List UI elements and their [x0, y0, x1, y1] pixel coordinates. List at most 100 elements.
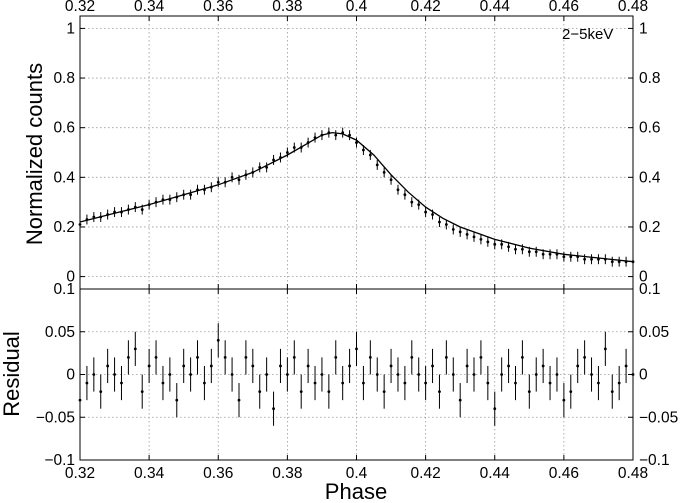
x-tick-label-top-0: 0.32 [65, 0, 95, 15]
bottom-data-point [396, 373, 400, 376]
bottom-data-point [362, 381, 365, 385]
x-tick-label-bottom-3: 0.38 [272, 465, 302, 482]
bottom-data-point [113, 373, 116, 376]
bottom-data-point [355, 347, 358, 351]
bottom-data-point [230, 373, 234, 376]
top-data-point [527, 250, 531, 254]
top-data-point [472, 235, 476, 239]
top-y-tick-label-left-5: 1 [66, 20, 75, 37]
bottom-y-tick-label-right-3: 0.05 [639, 324, 669, 341]
bottom-y-tick-label-left-4: 0.1 [53, 281, 75, 298]
top-data-point [500, 242, 504, 246]
top-data-point [417, 203, 421, 207]
top-data-point [562, 255, 566, 259]
top-data-point [493, 242, 497, 246]
bottom-y-tick-label-right-2: 0 [639, 367, 648, 384]
bottom-data-point [168, 373, 172, 376]
top-data-point [514, 247, 517, 251]
top-data-point [403, 193, 407, 197]
top-data-point [486, 240, 490, 244]
y-axis-label-top: Normalized counts [22, 63, 47, 245]
x-tick-label-bottom-4: 0.4 [346, 465, 368, 482]
bottom-data-point [548, 381, 552, 385]
bottom-data-point [251, 364, 255, 368]
bottom-data-point [299, 390, 303, 393]
bottom-data-point [410, 356, 414, 359]
bottom-data-point [590, 373, 593, 376]
top-data-point [458, 230, 462, 234]
top-data-point [389, 178, 393, 182]
bottom-data-point [541, 364, 545, 368]
top-data-point [230, 175, 234, 179]
bottom-data-point [175, 398, 179, 402]
x-axis-label: Phase [325, 479, 387, 503]
bottom-data-point [334, 356, 338, 359]
bottom-y-tick-label-left-1: −0.05 [36, 409, 75, 426]
top-data-point [569, 255, 573, 259]
bottom-data-point [375, 373, 379, 376]
top-model-curve [79, 131, 634, 263]
bottom-data-point [272, 407, 275, 411]
top-data-point [465, 233, 469, 236]
bottom-data-point [348, 364, 351, 368]
bottom-data-point [403, 381, 407, 385]
top-data-point [396, 188, 400, 192]
bottom-data-point [569, 390, 573, 393]
bottom-data-point [500, 373, 504, 376]
top-data-point [521, 247, 524, 251]
x-tick-label-top-3: 0.38 [272, 0, 302, 15]
bottom-data-point [465, 364, 469, 368]
bottom-data-point [514, 381, 517, 385]
top-panel-ticks: 0.32 0.34 0.36 0.38 0.4 0.42 0.44 0.46 0.48 0 0 0.2… [53, 0, 661, 289]
bottom-data-point [479, 356, 483, 359]
top-data-point [610, 260, 614, 264]
bottom-data-point [285, 373, 289, 376]
x-tick-label-top-2: 0.36 [203, 0, 233, 15]
bottom-data-point [106, 364, 110, 368]
bottom-data-point [597, 381, 600, 385]
top-y-tick-label-left-0: 0 [66, 269, 75, 286]
x-tick-label-bottom-7: 0.46 [549, 465, 579, 482]
bottom-data-point [292, 356, 296, 359]
x-tick-label-bottom-2: 0.36 [203, 465, 233, 482]
bottom-data-point [189, 373, 193, 376]
top-y-tick-label-left-1: 0.2 [53, 219, 75, 236]
bottom-data-point [99, 390, 103, 393]
x-tick-label-bottom-0: 0.32 [65, 465, 95, 482]
bottom-data-point [258, 390, 262, 393]
bottom-data-point [562, 398, 566, 402]
bottom-data-point [85, 381, 89, 385]
bottom-data-point [368, 356, 372, 359]
bottom-data-point [92, 373, 96, 376]
bottom-data-point [203, 381, 206, 385]
energy-band-label: 2−5keV [562, 26, 613, 43]
top-y-tick-label-left-4: 0.8 [53, 70, 75, 87]
top-data-point [431, 213, 434, 216]
bottom-data-point [223, 356, 227, 359]
bottom-data-point [444, 356, 448, 359]
x-tick-label-bottom-6: 0.44 [480, 465, 511, 482]
top-data-point [285, 151, 289, 154]
x-tick-label-bottom-5: 0.42 [411, 465, 441, 482]
top-data-point [334, 133, 338, 137]
x-tick-label-bottom-8: 0.48 [618, 465, 648, 482]
bottom-data-point [279, 364, 282, 368]
x-tick-label-top-6: 0.44 [480, 0, 511, 15]
top-data-point [216, 180, 220, 184]
bottom-data-point [507, 364, 510, 368]
bottom-data-point [458, 398, 462, 402]
top-data-point [507, 245, 510, 249]
bottom-data-point [493, 407, 497, 411]
top-data-point [590, 257, 593, 261]
bottom-data-point [451, 373, 455, 376]
bottom-data-point [521, 356, 524, 359]
top-data-point [348, 133, 351, 137]
bottom-data-point [472, 373, 476, 376]
top-data-point [362, 148, 365, 152]
top-data-point [272, 158, 275, 162]
top-data-point [292, 146, 296, 149]
top-y-tick-label-right-0: 0 [639, 269, 648, 286]
x-tick-label-bottom-1: 0.34 [134, 465, 165, 482]
bottom-data-point [154, 356, 158, 359]
top-data-point [548, 252, 552, 256]
